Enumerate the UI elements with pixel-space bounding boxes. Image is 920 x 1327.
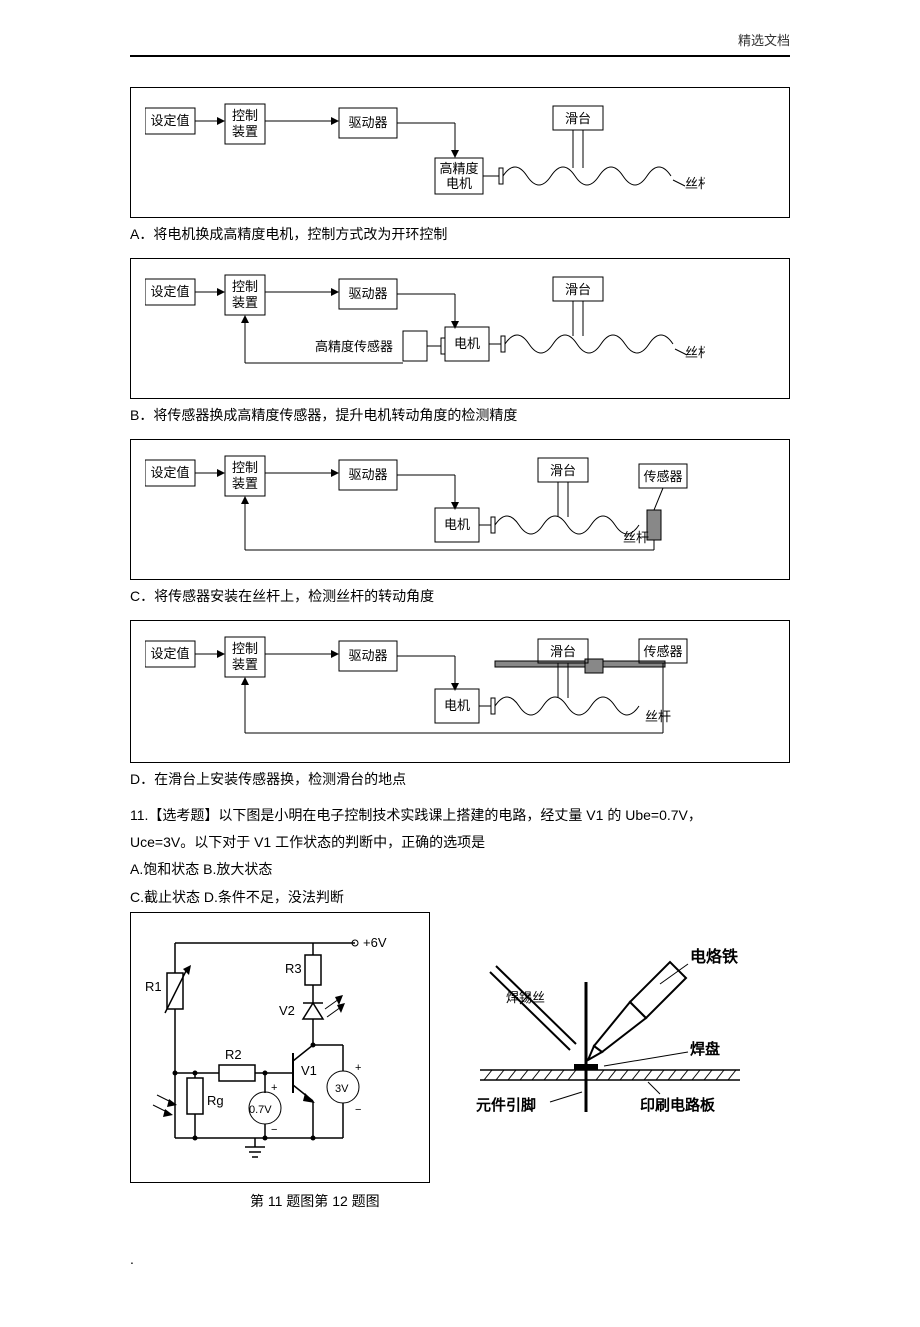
svg-text:滑台: 滑台	[550, 463, 576, 478]
svg-text:设定值: 设定值	[150, 284, 189, 299]
solder-svg: 焊锡丝 电烙铁	[470, 942, 770, 1142]
svg-text:印刷电路板: 印刷电路板	[640, 1096, 716, 1114]
svg-text:控制: 控制	[232, 108, 258, 123]
diagram-a-svg: 设定值 控制 装置 驱动器 高精度 电机	[145, 98, 705, 198]
diagram-b-svg: 设定值 控制 装置 驱动器 高精度传感器 电机	[145, 269, 705, 379]
svg-text:丝杆: 丝杆	[623, 530, 649, 545]
svg-text:丝杆: 丝杆	[685, 345, 705, 360]
q11-opt-a: A.饱和状态	[130, 861, 199, 877]
q11-line2: Uce=3V。以下对于 V1 工作状态的判断中，正确的选项是	[130, 830, 790, 855]
svg-text:高精度: 高精度	[439, 161, 478, 176]
q11-opt-b: B.放大状态	[203, 861, 272, 877]
svg-text:装置: 装置	[232, 295, 258, 310]
svg-text:0.7V: 0.7V	[249, 1104, 272, 1116]
circuit-figure: +6V R1 Rg R2	[130, 912, 430, 1183]
svg-text:−: −	[355, 1104, 361, 1116]
diagram-b: 设定值 控制 装置 驱动器 高精度传感器 电机	[130, 258, 790, 399]
svg-text:电机: 电机	[446, 176, 472, 191]
svg-text:−: −	[271, 1124, 277, 1136]
svg-text:+6V: +6V	[363, 935, 387, 950]
header-rule	[130, 55, 790, 57]
svg-text:3V: 3V	[335, 1083, 349, 1095]
svg-text:+: +	[355, 1062, 361, 1074]
diagram-a: 设定值 控制 装置 驱动器 高精度 电机	[130, 87, 790, 218]
q11-line1: 11.【选考题】以下图是小明在电子控制技术实践课上搭建的电路，经丈量 V1 的 …	[130, 803, 790, 828]
svg-text:驱动器: 驱动器	[348, 648, 387, 663]
q11-opts-ab: A.饱和状态 B.放大状态	[130, 857, 790, 882]
svg-text:R3: R3	[285, 961, 302, 976]
svg-text:控制: 控制	[232, 460, 258, 475]
svg-text:滑台: 滑台	[565, 111, 591, 126]
option-d: D．在滑台上安装传感器换，检测滑台的地点	[130, 769, 790, 789]
svg-text:焊盘: 焊盘	[690, 1040, 720, 1058]
svg-text:传感器: 传感器	[643, 469, 682, 484]
svg-text:装置: 装置	[232, 476, 258, 491]
svg-text:设定值: 设定值	[150, 646, 189, 661]
svg-text:焊锡丝: 焊锡丝	[506, 990, 545, 1005]
option-a: A．将电机换成高精度电机，控制方式改为开环控制	[130, 224, 790, 244]
figure-caption: 第 11 题图第 12 题图	[130, 1191, 790, 1211]
svg-text:高精度传感器: 高精度传感器	[315, 339, 393, 354]
svg-text:电机: 电机	[444, 698, 470, 713]
svg-text:控制: 控制	[232, 279, 258, 294]
svg-text:设定值: 设定值	[150, 113, 189, 128]
svg-text:滑台: 滑台	[550, 644, 576, 659]
svg-text:丝杆: 丝杆	[685, 176, 705, 191]
diagram-c-svg: 设定值 控制 装置 驱动器 电机 滑台 传感器	[145, 450, 715, 560]
svg-text:电机: 电机	[454, 336, 480, 351]
svg-text:装置: 装置	[232, 657, 258, 672]
svg-text:电烙铁: 电烙铁	[690, 947, 738, 966]
svg-text:V1: V1	[301, 1063, 317, 1078]
svg-text:丝杆: 丝杆	[645, 709, 671, 724]
svg-text:Rg: Rg	[207, 1093, 224, 1108]
svg-text:传感器: 传感器	[643, 644, 682, 659]
svg-text:驱动器: 驱动器	[348, 286, 387, 301]
circuit-svg: +6V R1 Rg R2	[145, 923, 395, 1163]
q11-opts-cd: C.截止状态 D.条件不足，没法判断	[130, 885, 790, 910]
svg-text:R2: R2	[225, 1047, 242, 1062]
svg-text:设定值: 设定值	[150, 465, 189, 480]
diagram-d: 设定值 控制 装置 驱动器 电机 滑台 传感器	[130, 620, 790, 763]
diagram-c: 设定值 控制 装置 驱动器 电机 滑台 传感器	[130, 439, 790, 580]
svg-text:+: +	[271, 1082, 277, 1094]
svg-text:驱动器: 驱动器	[348, 467, 387, 482]
svg-text:V2: V2	[279, 1003, 295, 1018]
page-foot-dot: .	[130, 1251, 790, 1267]
svg-text:元件引脚: 元件引脚	[476, 1096, 536, 1114]
header-right: 精选文档	[130, 30, 790, 55]
svg-text:装置: 装置	[232, 124, 258, 139]
q11-opt-d: D.条件不足，没法判断	[204, 889, 344, 905]
svg-text:R1: R1	[145, 979, 162, 994]
diagram-d-svg: 设定值 控制 装置 驱动器 电机 滑台 传感器	[145, 631, 715, 743]
svg-text:电机: 电机	[444, 517, 470, 532]
option-b: B．将传感器换成高精度传感器，提升电机转动角度的检测精度	[130, 405, 790, 425]
option-c: C．将传感器安装在丝杆上，检测丝杆的转动角度	[130, 586, 790, 606]
svg-text:驱动器: 驱动器	[348, 115, 387, 130]
svg-text:滑台: 滑台	[565, 282, 591, 297]
q11-opt-c: C.截止状态	[130, 889, 200, 905]
svg-text:控制: 控制	[232, 641, 258, 656]
